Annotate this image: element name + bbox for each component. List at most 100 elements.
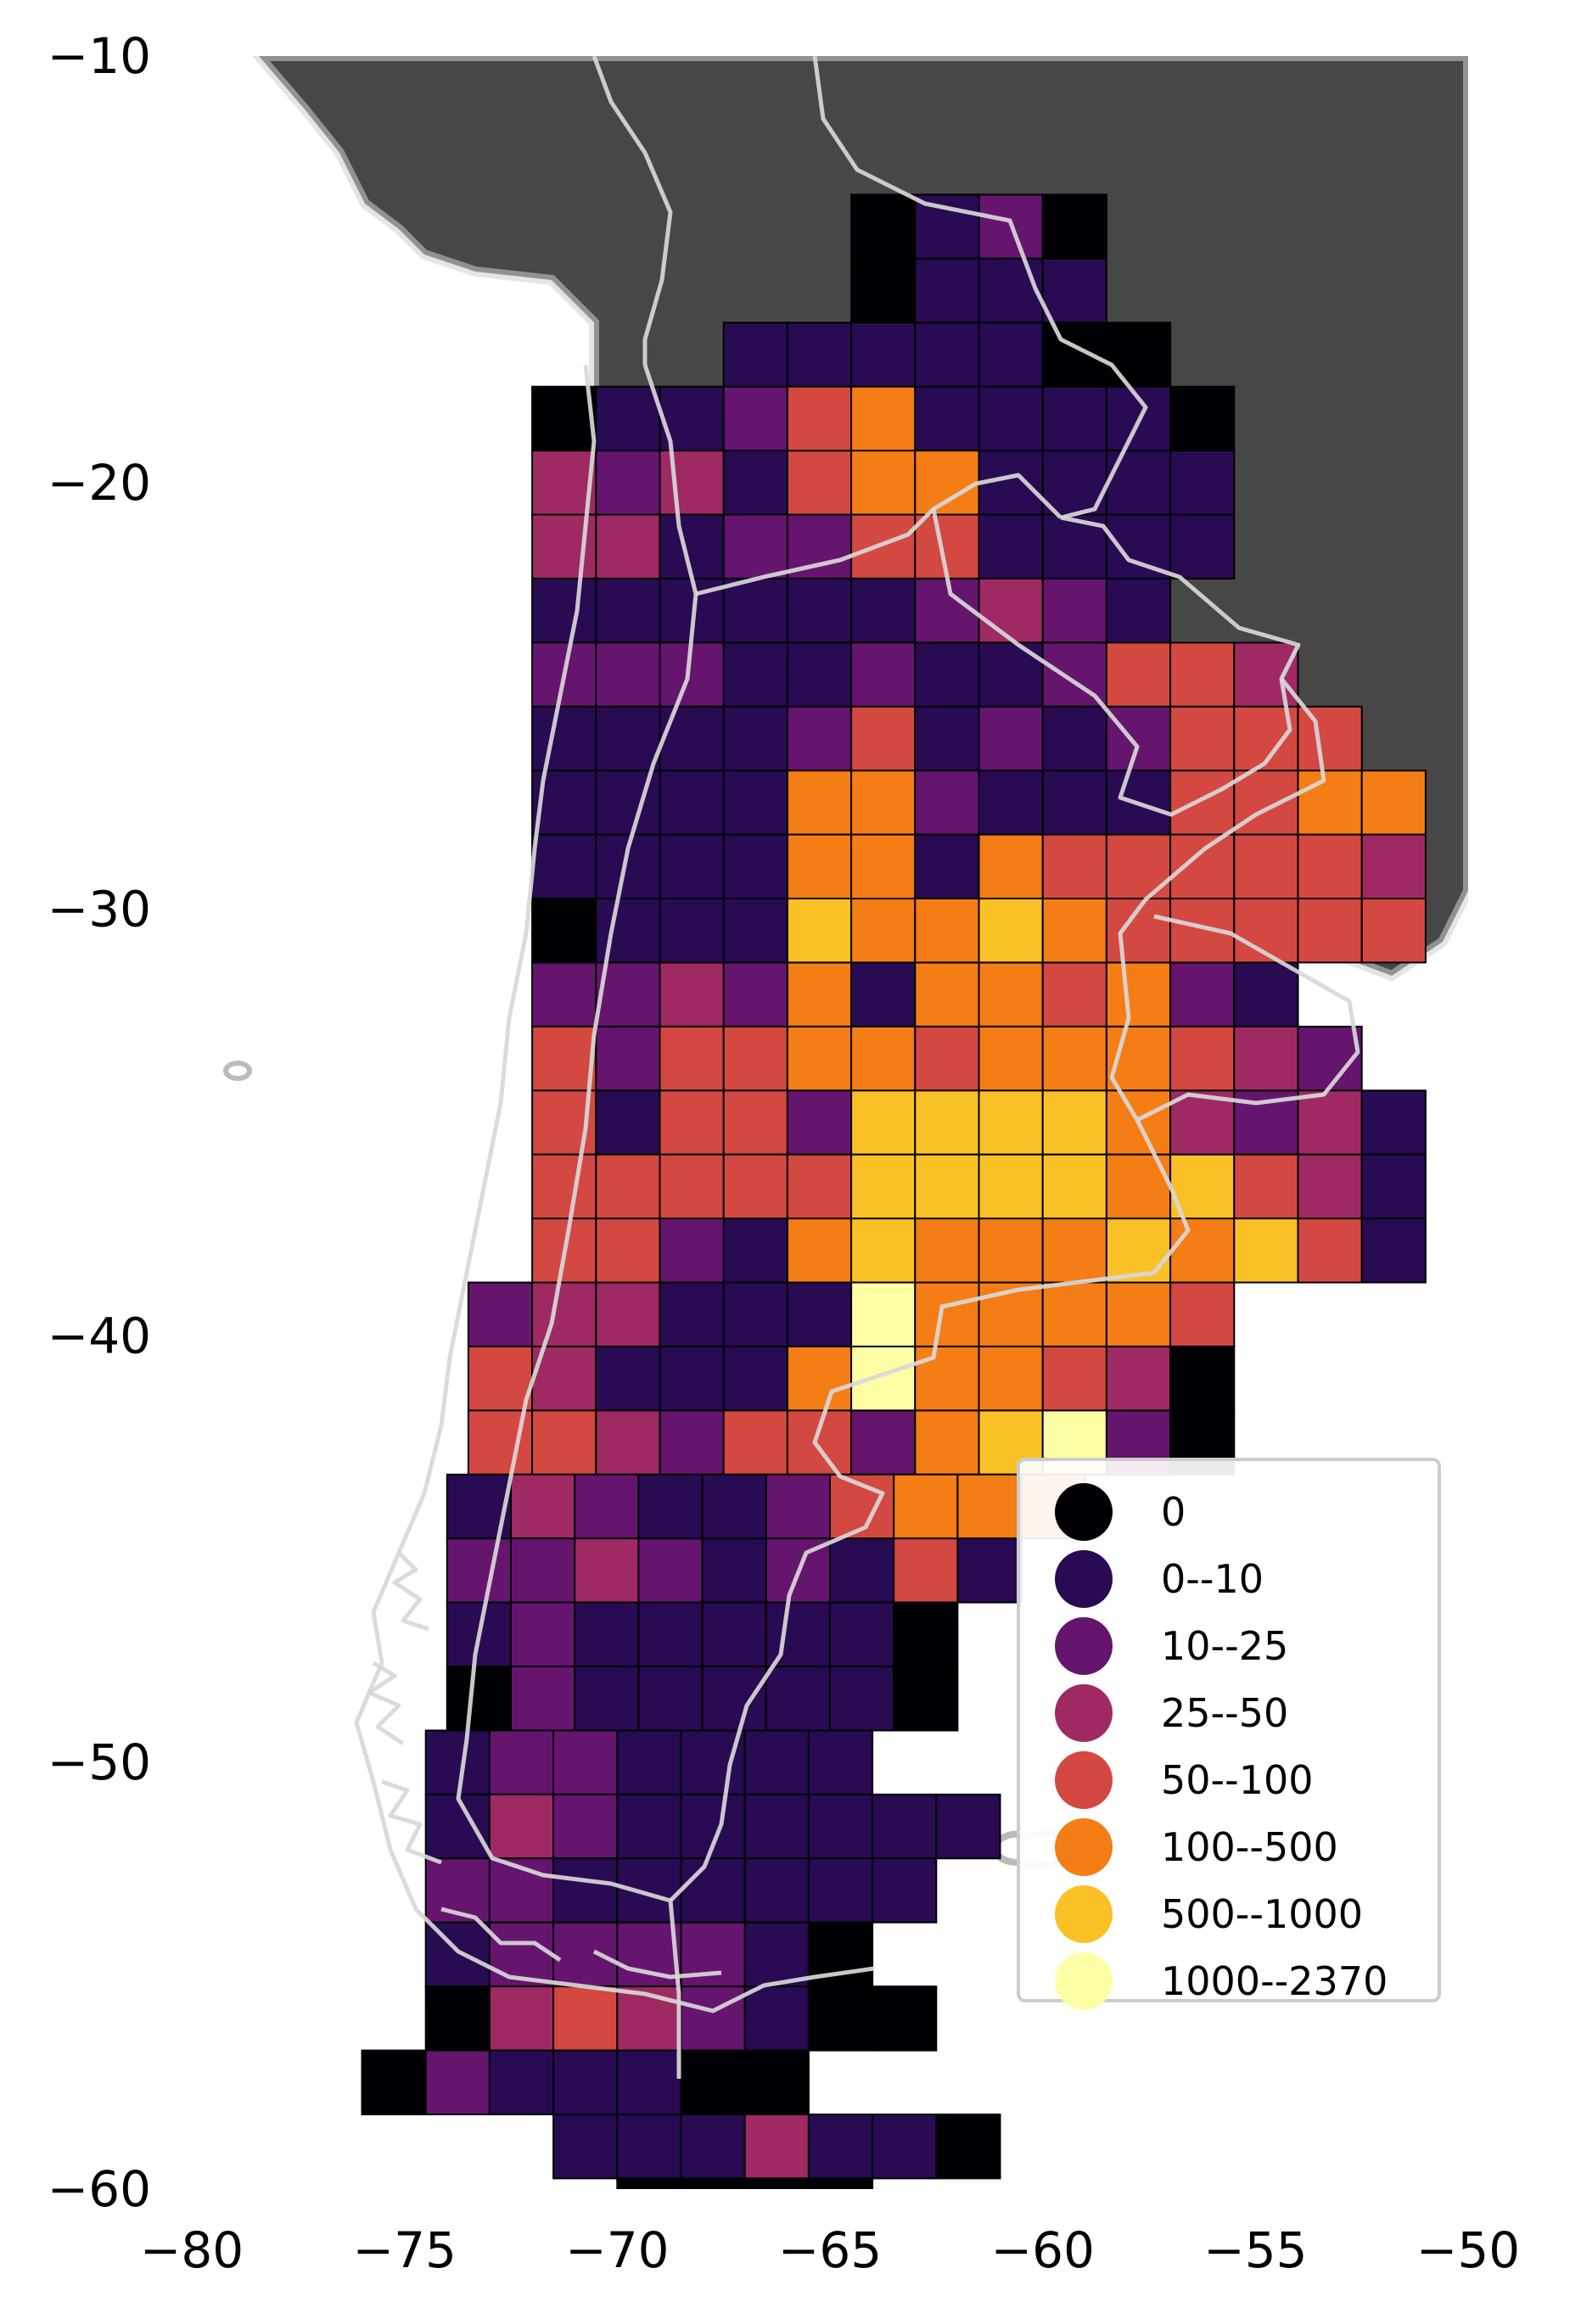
grid-cell-r2-c0 <box>722 322 788 388</box>
grid-cell-r21-c4 <box>701 1537 767 1604</box>
grid-cell-r3-c6 <box>914 385 980 452</box>
grid-cell-r21-c3 <box>637 1537 704 1604</box>
grid-cell-r18-c7 <box>914 1346 980 1412</box>
grid-cell-r8-c1 <box>595 705 661 772</box>
grid-cell-r27-c5 <box>743 1921 810 1988</box>
grid-cell-r12-c6 <box>914 961 980 1028</box>
grid-cell-r25-c3 <box>616 1793 682 1860</box>
grid-cell-r14-c12 <box>1297 1089 1363 1156</box>
grid-cell-r17-c2 <box>595 1281 661 1347</box>
grid-cell-r5-c1 <box>595 513 661 580</box>
grid-cell-r19-c1 <box>531 1409 597 1476</box>
grid-cell-r3-c0 <box>531 385 597 452</box>
legend-label: 1000--2370 <box>1161 1958 1388 2004</box>
grid-cell-r7-c10 <box>1169 641 1236 708</box>
grid-cell-r7-c9 <box>1105 641 1172 708</box>
grid-cell-r13-c7 <box>978 1025 1044 1092</box>
grid-cell-r14-c1 <box>595 1089 661 1156</box>
grid-cell-r16-c7 <box>978 1218 1044 1284</box>
grid-cell-r5-c9 <box>1105 513 1172 580</box>
grid-cell-r3-c5 <box>850 385 917 452</box>
grid-cell-r12-c11 <box>1233 961 1299 1028</box>
x-axis-ticks: −80 −75 −70 −65 −60 −55 −50 <box>140 2221 1520 2279</box>
grid-cell-r16-c11 <box>1233 1218 1299 1284</box>
grid-cell-r31-c2 <box>743 2177 810 2189</box>
grid-cell-r21-c1 <box>510 1537 576 1604</box>
grid-cell-r18-c0 <box>467 1346 534 1412</box>
grid-cell-r24-c6 <box>807 1729 874 1795</box>
grid-cell-r17-c1 <box>531 1281 597 1347</box>
grid-cell-r23-c6 <box>829 1666 895 1732</box>
grid-cell-r19-c7 <box>914 1409 980 1476</box>
grid-cell-r29-c6 <box>743 2049 810 2116</box>
legend-label: 0--10 <box>1161 1556 1264 1602</box>
grid-cell-r13-c4 <box>786 1025 853 1092</box>
grid-cell-r28-c0 <box>424 1985 491 2052</box>
grid-cell-r25-c8 <box>935 1793 1001 1860</box>
grid-cell-r23-c1 <box>510 1666 576 1732</box>
grid-cell-r16-c6 <box>914 1218 980 1284</box>
grid-cell-r28-c2 <box>552 1985 619 2052</box>
grid-cell-r14-c5 <box>850 1089 917 1156</box>
grid-cell-r24-c0 <box>424 1729 491 1795</box>
grid-cell-r17-c5 <box>786 1281 853 1347</box>
legend-label: 50--100 <box>1161 1757 1314 1803</box>
grid-cell-r30-c0 <box>552 2114 619 2180</box>
grid-cell-r17-c3 <box>659 1281 725 1347</box>
grid-cell-r20-c5 <box>765 1473 831 1540</box>
x-tick-label: −60 <box>990 2221 1094 2279</box>
grid-cell-r15-c6 <box>914 1153 980 1220</box>
grid-cell-r10-c3 <box>722 833 788 899</box>
grid-cell-r9-c4 <box>786 770 853 836</box>
grid-cell-r14-c6 <box>914 1089 980 1156</box>
x-tick-label: −80 <box>140 2221 244 2279</box>
grid-cell-r18-c4 <box>722 1346 788 1412</box>
legend-label: 0 <box>1161 1489 1186 1535</box>
grid-cell-r25-c2 <box>552 1793 619 1860</box>
grid-cell-r15-c11 <box>1233 1153 1299 1220</box>
legend-swatch <box>1055 1684 1113 1742</box>
grid-cell-r20-c4 <box>701 1473 767 1540</box>
grid-cell-r9-c6 <box>914 770 980 836</box>
grid-cell-r15-c4 <box>786 1153 853 1220</box>
grid-cell-r11-c5 <box>850 898 917 964</box>
grid-cell-r25-c6 <box>807 1793 874 1860</box>
grid-cell-r11-c2 <box>659 898 725 964</box>
grid-cell-r7-c11 <box>1233 641 1299 708</box>
grid-cell-r6-c3 <box>722 577 788 644</box>
grid-cell-r19-c6 <box>850 1409 917 1476</box>
x-tick-label: −75 <box>352 2221 456 2279</box>
grid-cell-r8-c9 <box>1105 705 1172 772</box>
grid-cell-r8-c10 <box>1169 705 1236 772</box>
grid-cell-r9-c13 <box>1360 770 1427 836</box>
grid-cell-r28-c5 <box>743 1985 810 2052</box>
grid-cell-r3-c4 <box>786 385 853 452</box>
grid-cell-r22-c1 <box>510 1601 576 1667</box>
y-tick-label: −50 <box>48 1733 151 1791</box>
grid-cell-r18-c6 <box>850 1346 917 1412</box>
legend-swatch <box>1055 1885 1113 1943</box>
grid-cell-r4-c1 <box>595 450 661 516</box>
grid-cell-r15-c8 <box>1041 1153 1107 1220</box>
argentina-uruguay-border <box>1109 677 1326 1122</box>
grid-cell-r20-c3 <box>637 1473 704 1540</box>
grid-cell-r10-c11 <box>1233 833 1299 899</box>
grid-cell-r5-c10 <box>1169 513 1236 580</box>
grid-cell-r3-c1 <box>595 385 661 452</box>
x-tick-label: −50 <box>1416 2221 1520 2279</box>
grid-cell-r7-c1 <box>595 641 661 708</box>
grid-cell-r14-c13 <box>1360 1089 1427 1156</box>
grid-cell-r12-c1 <box>595 961 661 1028</box>
grid-cell-r18-c5 <box>786 1346 853 1412</box>
grid-cell-r6-c0 <box>531 577 597 644</box>
grid-cell-r19-c2 <box>595 1409 661 1476</box>
grid-cell-r21-c8 <box>956 1537 1023 1604</box>
grid-cell-r28-c1 <box>488 1985 555 2052</box>
grid-cell-r8-c5 <box>850 705 917 772</box>
grid-cell-r26-c5 <box>743 1857 810 1924</box>
grid-cell-r16-c4 <box>786 1218 853 1284</box>
grid-cell-r11-c6 <box>914 898 980 964</box>
grid-cell-r26-c6 <box>807 1857 874 1924</box>
grid-cell-r3-c7 <box>978 385 1044 452</box>
grid-cell-r21-c0 <box>446 1537 512 1604</box>
